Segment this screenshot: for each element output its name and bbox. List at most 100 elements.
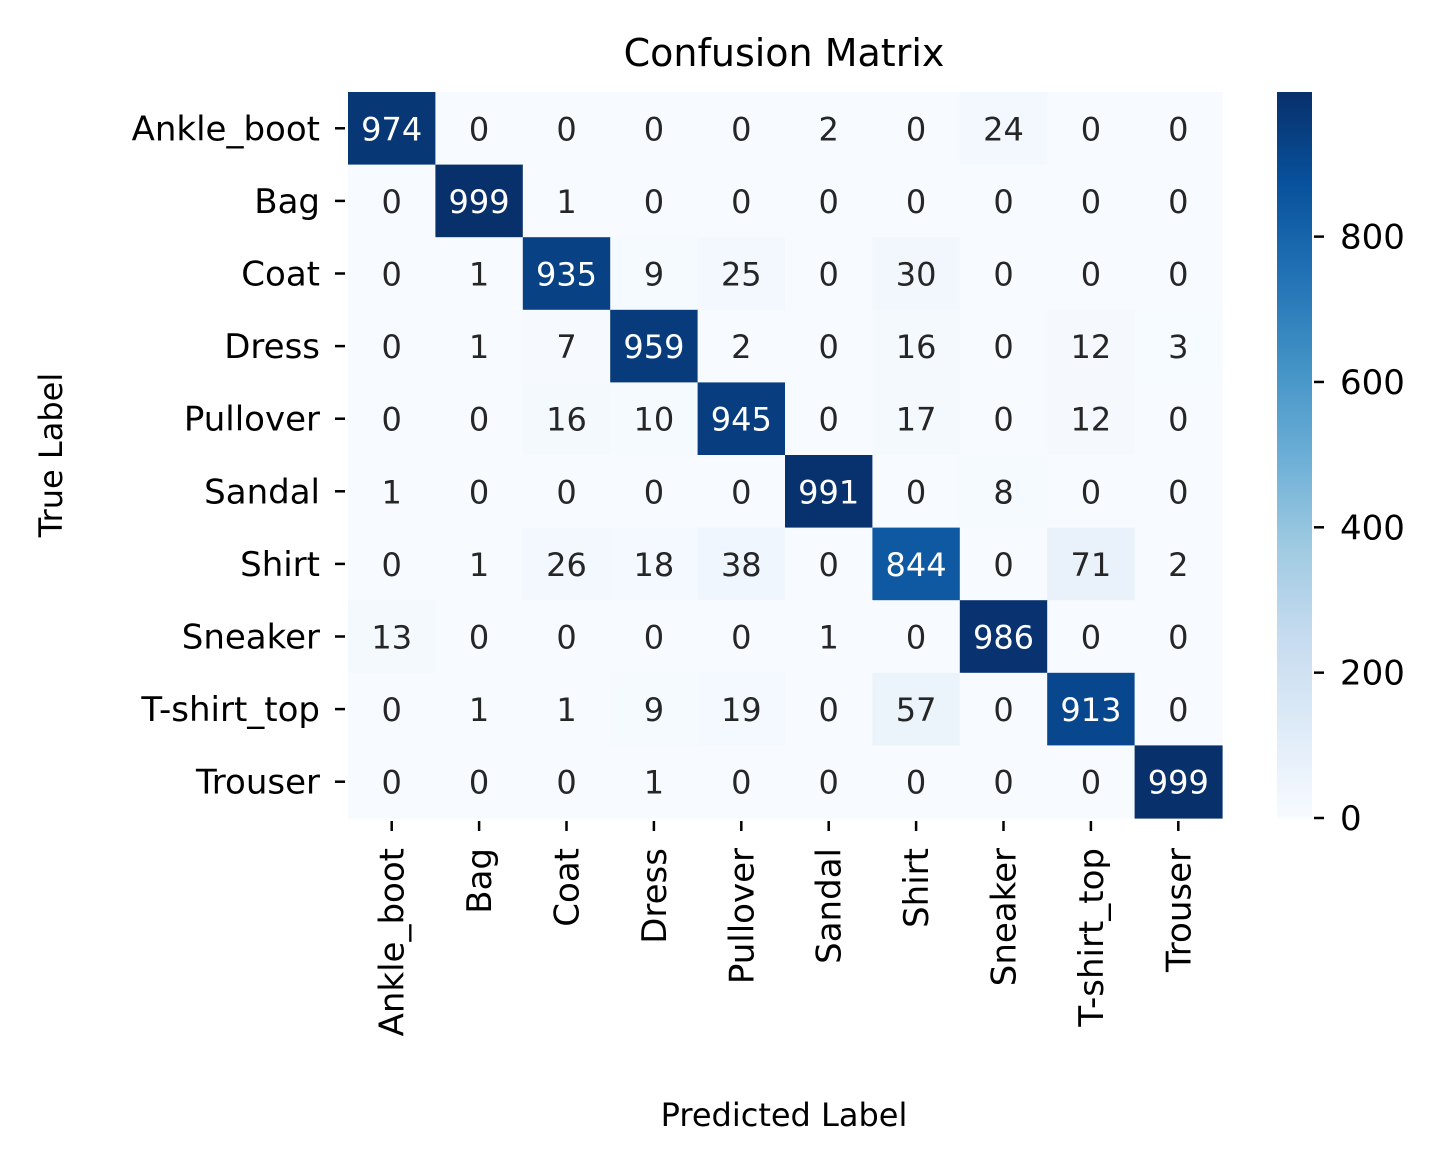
- heatmap-cell: [1047, 382, 1136, 456]
- heatmap-cell: [697, 164, 786, 238]
- heatmap-cell: [610, 455, 699, 529]
- colorbar-gradient: [1277, 92, 1312, 818]
- colorbar-tick-label: 800: [1340, 218, 1405, 258]
- heatmap-cell: [435, 309, 524, 383]
- heatmap-cell: [522, 527, 611, 601]
- cell-value-label: 0: [644, 473, 664, 511]
- heatmap-cell: [1134, 309, 1223, 383]
- heatmap-cell: [1047, 309, 1136, 383]
- cell-value-label: 0: [731, 473, 751, 511]
- cell-value-label: 0: [1168, 401, 1188, 439]
- cell-value-label: 30: [896, 256, 937, 294]
- heatmap-cell: [872, 455, 961, 529]
- cell-value-label: 18: [634, 546, 675, 584]
- cell-value-label: 12: [1071, 401, 1112, 439]
- cell-value-label: 24: [983, 110, 1024, 148]
- cell-value-label: 9: [644, 691, 664, 729]
- cell-value-label: 0: [1081, 183, 1101, 221]
- cell-value-label: 0: [1168, 619, 1188, 657]
- cell-value-label: 0: [906, 619, 926, 657]
- x-tick-label: Ankle_boot: [373, 848, 413, 1036]
- cell-value-label: 2: [731, 328, 751, 366]
- y-tick-label: Pullover: [184, 400, 320, 440]
- cell-value-label: 0: [469, 764, 489, 802]
- heatmap-cell: [522, 237, 611, 311]
- heatmap-cell: [872, 382, 961, 456]
- cell-value-label: 0: [731, 110, 751, 148]
- heatmap-cell: [785, 745, 873, 819]
- cell-value-label: 0: [1081, 110, 1101, 148]
- cell-value-label: 1: [469, 546, 489, 584]
- heatmap-cell: [872, 92, 961, 166]
- cell-value-label: 38: [721, 546, 762, 584]
- heatmap-cell: [1134, 164, 1223, 238]
- colorbar-ticks: 0 200 400 600 800: [1314, 218, 1405, 839]
- heatmap-cells: [348, 92, 1223, 819]
- heatmap-cell: [1134, 745, 1223, 819]
- cell-value-label: 0: [906, 183, 926, 221]
- cell-value-label: 0: [1168, 256, 1188, 294]
- heatmap-cell: [610, 237, 699, 311]
- heatmap-cell: [697, 600, 786, 674]
- heatmap-cell: [785, 455, 873, 529]
- heatmap-cell: [785, 92, 873, 166]
- cell-value-label: 1: [556, 691, 576, 729]
- x-tick-label: Sneaker: [985, 848, 1025, 986]
- cell-value-label: 0: [1168, 473, 1188, 511]
- cell-value-label: 0: [819, 764, 839, 802]
- cell-value-label: 17: [896, 401, 937, 439]
- heatmap-cell: [435, 672, 524, 746]
- cell-value-label: 10: [634, 401, 675, 439]
- heatmap-cell: [348, 527, 436, 601]
- cell-value-label: 935: [536, 256, 597, 294]
- cell-value-label: 0: [731, 183, 751, 221]
- cell-value-label: 2: [819, 110, 839, 148]
- cell-value-label: 0: [382, 764, 402, 802]
- heatmap-cell: [872, 527, 961, 601]
- cell-value-label: 1: [469, 328, 489, 366]
- heatmap-cell: [522, 92, 611, 166]
- heatmap-cell: [872, 745, 961, 819]
- cell-value-label: 0: [1168, 110, 1188, 148]
- cell-value-label: 0: [644, 183, 664, 221]
- cell-value-label: 3: [1168, 328, 1188, 366]
- heatmap-cell: [1047, 527, 1136, 601]
- cell-value-label: 0: [993, 691, 1013, 729]
- heatmap-cell: [785, 600, 873, 674]
- heatmap-cell: [610, 600, 699, 674]
- heatmap-cell: [1134, 92, 1223, 166]
- heatmap-cell: [1134, 382, 1223, 456]
- colorbar-tick-label: 400: [1340, 508, 1405, 548]
- x-tick-label: Sandal: [810, 848, 850, 964]
- cell-value-label: 0: [819, 546, 839, 584]
- heatmap-cell: [348, 237, 436, 311]
- heatmap-cell: [610, 527, 699, 601]
- cell-value-label: 0: [382, 691, 402, 729]
- heatmap-cell: [610, 309, 699, 383]
- heatmap-cell: [697, 92, 786, 166]
- x-tick-label: Trouser: [1159, 848, 1199, 973]
- cell-value-label: 0: [382, 401, 402, 439]
- cell-value-label: 0: [993, 328, 1013, 366]
- y-tick-label: Coat: [241, 255, 320, 295]
- heatmap-cell: [348, 309, 436, 383]
- cell-value-label: 1: [644, 764, 664, 802]
- cell-value-label: 8: [993, 473, 1013, 511]
- cell-value-label: 71: [1071, 546, 1112, 584]
- heatmap-cell: [522, 455, 611, 529]
- heatmap-cell: [697, 672, 786, 746]
- y-tick-label: Trouser: [195, 763, 320, 803]
- heatmap-cell: [697, 455, 786, 529]
- cell-value-label: 0: [993, 401, 1013, 439]
- heatmap-cell: [1047, 672, 1136, 746]
- x-axis-ticks: Ankle_boot Bag Coat Dress Pullover Sandal Shir…: [373, 821, 1199, 1036]
- heatmap-cell: [435, 92, 524, 166]
- cell-value-label: 999: [1148, 764, 1209, 802]
- cell-value-label: 974: [361, 110, 422, 148]
- heatmap-cell: [1047, 237, 1136, 311]
- cell-value-label: 0: [644, 619, 664, 657]
- heatmap-cell: [959, 309, 1048, 383]
- cell-value-label: 0: [556, 764, 576, 802]
- cell-value-label: 9: [644, 256, 664, 294]
